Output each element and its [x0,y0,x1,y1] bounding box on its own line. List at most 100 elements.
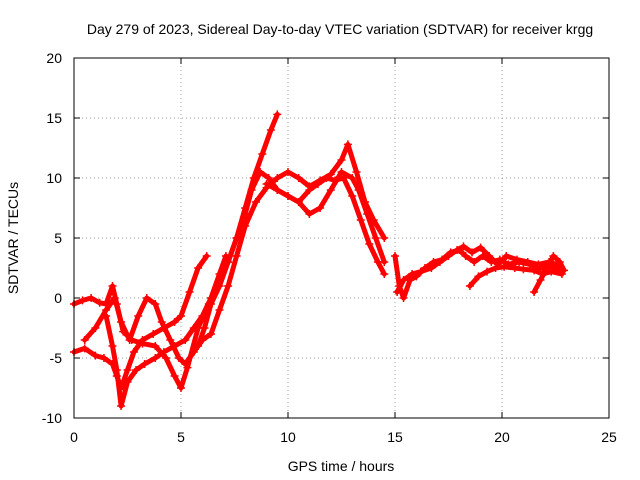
data-point [461,252,470,260]
data-point [129,348,138,356]
data-point [547,267,556,276]
data-point [474,272,483,281]
data-point [247,186,256,194]
data-point [157,318,166,326]
data-point [117,402,126,410]
data-point [502,252,511,260]
data-point [273,174,282,182]
data-point [102,306,111,314]
data-point [123,378,132,386]
data-point [416,267,425,276]
data-point [380,258,389,266]
data-point [194,342,203,350]
data-point [149,330,158,338]
data-point [215,282,224,290]
series-line [82,141,387,367]
data-point [316,204,325,212]
x-tick-label: 0 [70,429,78,445]
data-point [142,294,151,302]
data-point [391,252,399,260]
data-point [140,360,149,368]
data-point [352,168,361,176]
data-point [185,288,194,296]
data-point [262,180,271,188]
data-point [510,264,519,272]
data-point [151,342,160,350]
data-point [337,168,346,176]
data-point [485,252,494,260]
satellite-track-6 [262,168,389,266]
data-point [159,348,168,356]
data-point [232,252,241,260]
data-point [500,262,509,271]
x-tick-label: 15 [387,429,403,445]
data-point [162,354,171,362]
data-point [138,336,147,344]
data-point [470,258,479,266]
data-point [189,348,198,356]
data-point [181,360,190,368]
data-point [117,318,126,326]
data-point [215,306,224,314]
data-point [380,234,389,242]
data-point [536,276,545,284]
satellite-track-3 [102,252,230,410]
data-point [273,186,282,194]
data-point [151,354,160,362]
data-point [174,354,183,362]
data-point [99,354,108,362]
grid [74,58,609,418]
data-point [284,192,292,200]
data-point [427,264,436,272]
data-point [354,186,363,194]
data-point [530,288,539,296]
x-tick-label: 10 [280,429,296,445]
data-point [112,366,121,374]
data-point [523,258,532,266]
data-point [322,174,331,182]
data-point [177,384,185,392]
series-group [70,110,569,410]
x-tick-label: 25 [601,429,617,445]
x-tick-label: 5 [177,429,185,445]
data-point [181,336,190,344]
data-point [224,282,233,290]
data-point [123,366,132,374]
data-point [468,248,477,257]
data-point [476,243,485,252]
data-point [512,255,521,264]
data-point [206,300,215,308]
y-tick-label: 15 [46,110,62,126]
data-point [393,288,402,296]
data-point [110,294,119,302]
data-point [348,192,357,200]
data-point [284,168,292,176]
data-point [95,298,104,307]
data-point [91,324,100,332]
chart-title: Day 279 of 2023, Sidereal Day-to-day VTE… [87,21,593,37]
data-point [91,351,100,360]
data-point [435,258,444,266]
data-point [491,264,500,272]
data-point [365,240,374,248]
y-tick-label: 10 [46,170,62,186]
satellite-track-2 [70,252,211,392]
data-point [108,342,117,350]
data-point [194,264,203,272]
data-point [170,372,179,380]
data-point [251,198,260,206]
data-point [206,330,215,338]
data-point [399,276,408,284]
data-point [78,296,87,305]
data-point [483,267,492,276]
data-point [337,156,346,164]
y-tick-label: 0 [54,290,62,306]
data-point [348,174,357,182]
data-point [294,198,303,206]
data-point [125,336,134,344]
data-point [549,252,558,260]
data-point [294,174,303,182]
x-tick-label: 20 [494,429,510,445]
data-point [542,264,551,272]
data-point [200,324,209,332]
